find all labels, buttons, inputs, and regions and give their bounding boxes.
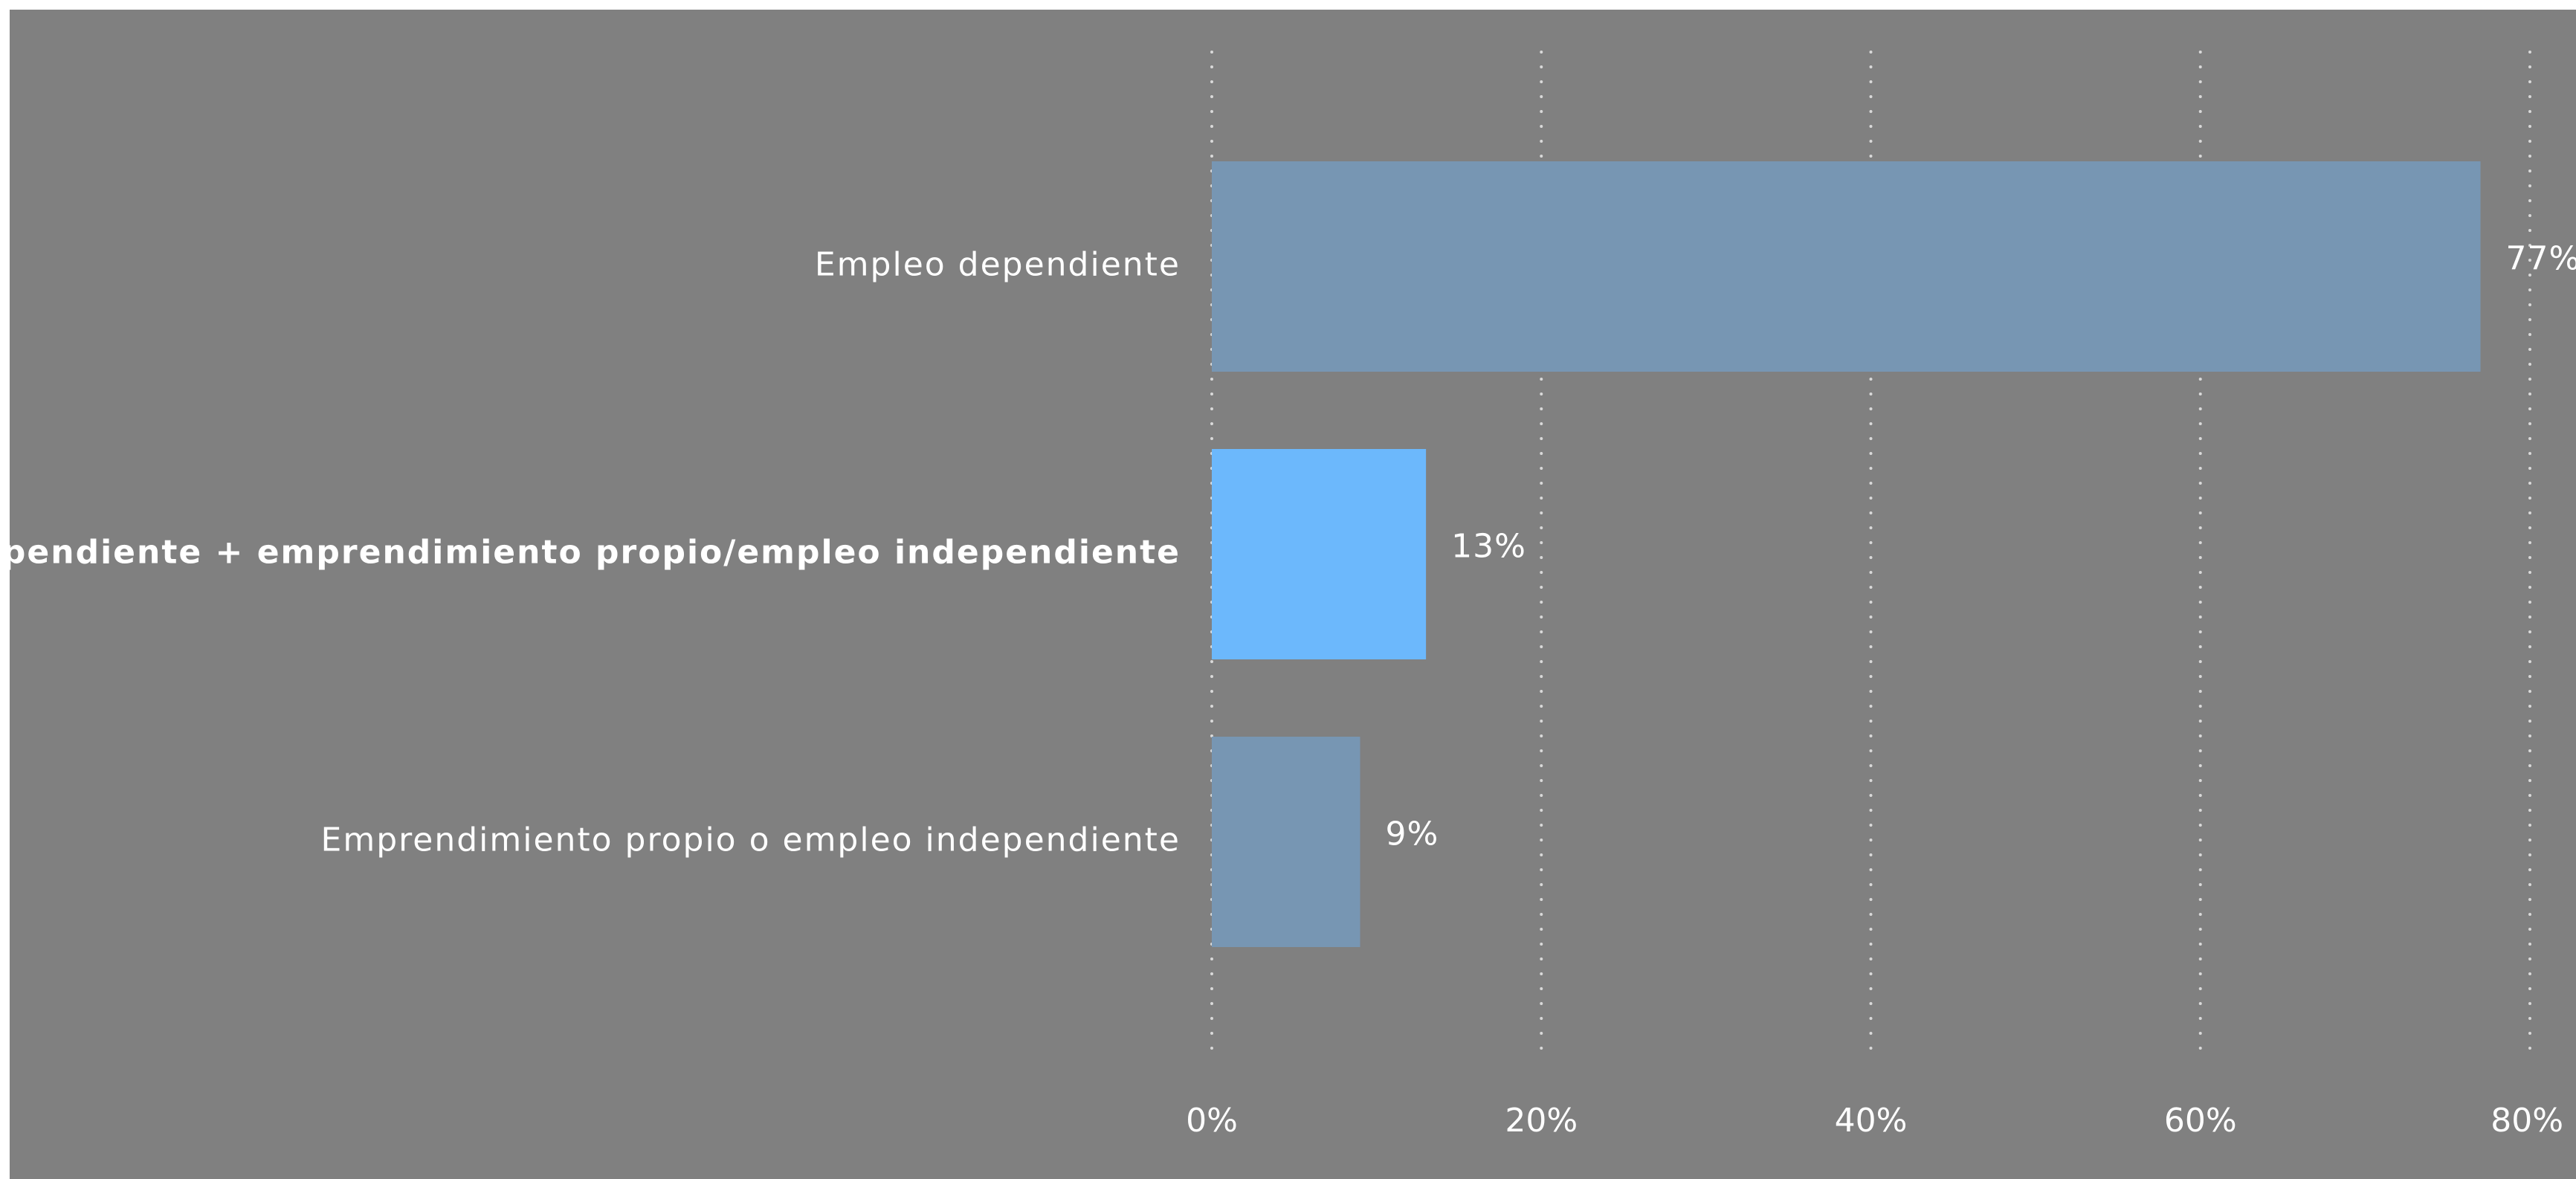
value-label: 9% (1385, 815, 1439, 853)
value-label: 77% (2506, 240, 2576, 278)
x-tick-label: 60% (2164, 1102, 2237, 1140)
category-label: Empleo dependiente + emprendimiento prop… (0, 534, 1181, 572)
labels: Empleo dependiente 77% Empleo dependiente … (0, 240, 2576, 859)
x-axis-ticks: 0% 20% 40% 60% 80% (1186, 1102, 2563, 1140)
category-label: Emprendimiento propio o empleo independi… (321, 821, 1181, 859)
bar-2 (1212, 449, 1427, 659)
x-tick-label: 40% (1835, 1102, 1908, 1140)
x-tick-label: 0% (1186, 1102, 1238, 1140)
bar-3 (1212, 737, 1360, 947)
x-tick-label: 20% (1505, 1102, 1578, 1140)
x-tick-label: 80% (2491, 1102, 2563, 1140)
bars (1212, 161, 2481, 947)
bar-1 (1212, 161, 2481, 372)
value-label: 13% (1451, 528, 1526, 566)
category-label: Empleo dependiente (815, 246, 1181, 284)
